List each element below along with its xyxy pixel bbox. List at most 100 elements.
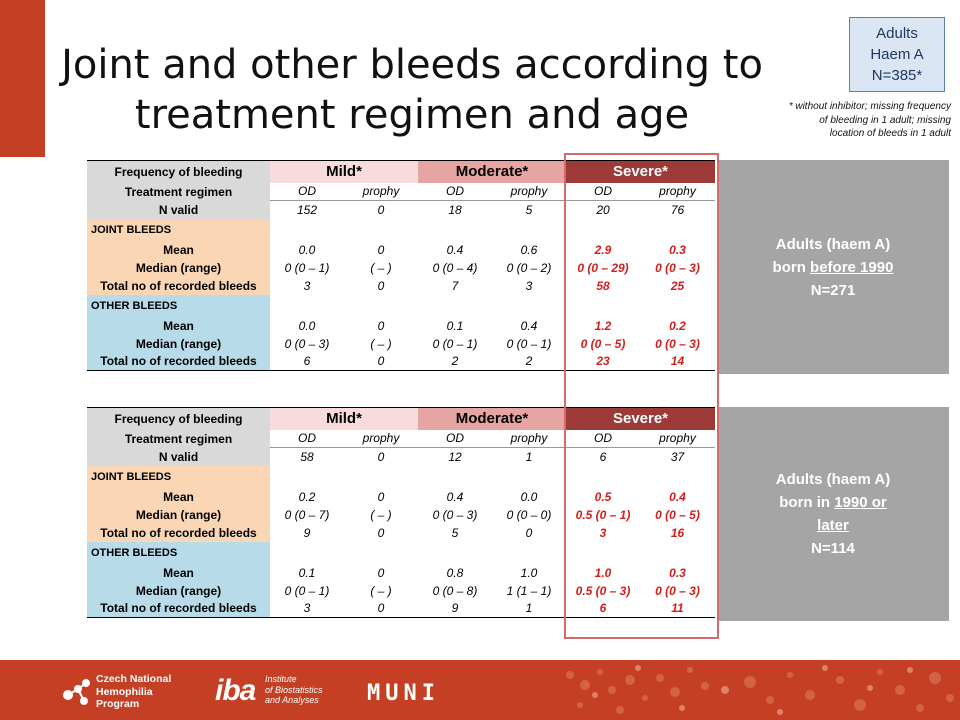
joint-total-value: 3 [525, 278, 533, 293]
nvalid-value: 76 [670, 202, 685, 217]
joint-total-value: 0 [377, 525, 385, 540]
regimen-label: Treatment regimen [87, 429, 270, 448]
frequency-label: Frequency of bleeding [87, 407, 270, 430]
other-median-value: 0 (0 – 1) [506, 336, 552, 351]
panel-line-3: N=271 [810, 281, 856, 299]
joint-median-value: 0 (0 – 5) [655, 507, 700, 522]
other-median-row: Median (range) 0 (0 – 3) ( – ) 0 (0 – 1)… [87, 334, 715, 353]
nvalid-value: 0 [377, 202, 385, 217]
regimen-prophy: prophy [344, 429, 418, 448]
muni-logo: MUNI [367, 681, 440, 706]
joint-total-value: 3 [303, 278, 311, 293]
joint-median-value: 0.5 (0 – 1) [575, 507, 631, 522]
footnote-line-3: location of bleeds in 1 adult [829, 128, 951, 139]
joint-mean-row: Mean 0.2 0 0.4 0.0 0.5 0.4 [87, 487, 715, 506]
moderate-header: Moderate* [418, 407, 566, 430]
regimen-prophy: prophy [640, 182, 715, 201]
joint-median-row: Median (range) 0 (0 – 1) ( – ) 0 (0 – 4)… [87, 258, 715, 277]
footnote-line-2: of bleeding in 1 adult; missing [819, 114, 951, 126]
regimen-od: OD [418, 182, 492, 201]
joint-median-value: 0 (0 – 29) [577, 260, 629, 275]
other-mean-value: 0.1 [446, 318, 464, 333]
other-total-value: 9 [418, 599, 492, 618]
other-total-value: 2 [492, 352, 566, 371]
other-mean-value: 0.3 [669, 565, 686, 580]
joint-median-value: 0 (0 – 2) [506, 260, 552, 275]
other-mean-value: 1.0 [520, 565, 538, 580]
dot-pattern-decoration [566, 665, 954, 715]
other-mean-value: 1.0 [594, 565, 612, 580]
other-total-value: 2 [418, 352, 492, 371]
joint-mean-value: 0.6 [520, 242, 538, 257]
severe-header: Severe* [566, 160, 715, 183]
other-mean-value: 0.0 [298, 318, 316, 333]
other-total-value: 0 [344, 599, 418, 618]
nvalid-value: 20 [596, 202, 610, 217]
regimen-prophy: prophy [492, 429, 566, 448]
total-label: Total no of recorded bleeds [87, 276, 270, 295]
badge-line-2: Haem A [870, 46, 924, 63]
joint-total-value: 0 [377, 278, 385, 293]
slide-title: Joint and other bleeds according to trea… [58, 40, 766, 140]
cohort-panel-before-1990: Adults (haem A) born before 1990 N=271 [717, 160, 949, 374]
joint-median-value: 0 (0 – 0) [506, 507, 552, 522]
joint-total-value: 16 [670, 525, 685, 540]
other-median-value: 0 (0 – 3) [655, 336, 700, 351]
joint-total-row: Total no of recorded bleeds 3 0 7 3 58 2… [87, 276, 715, 295]
regimen-prophy: prophy [492, 182, 566, 201]
other-mean-value: 0.4 [520, 318, 538, 333]
mean-label: Mean [87, 487, 270, 506]
other-median-value: 1 (1 – 1) [506, 583, 552, 598]
joint-mean-value: 0.5 [594, 489, 612, 504]
median-label: Median (range) [87, 334, 270, 353]
other-total-value: 11 [640, 599, 715, 618]
joint-total-value: 0 [525, 525, 533, 540]
total-label: Total no of recorded bleeds [87, 599, 270, 618]
nvalid-label: N valid [87, 200, 270, 219]
regimen-prophy: prophy [640, 429, 715, 448]
panel-line-3: later [817, 517, 849, 534]
panel-line-1: Adults (haem A) [775, 235, 891, 253]
mean-label: Mean [87, 316, 270, 335]
joint-mean-value: 0.4 [446, 489, 464, 504]
regimen-od: OD [270, 429, 344, 448]
other-bleeds-label: OTHER BLEEDS [87, 541, 270, 564]
regimen-label: Treatment regimen [87, 182, 270, 201]
joint-median-value: 0 (0 – 7) [284, 507, 330, 522]
other-median-value: 0 (0 – 1) [284, 583, 330, 598]
total-label: Total no of recorded bleeds [87, 352, 270, 371]
other-mean-value: 0 [377, 565, 385, 580]
nvalid-value: 1 [525, 449, 533, 464]
panel-line-4: N=114 [811, 540, 855, 557]
joint-mean-value: 0.0 [520, 489, 538, 504]
other-total-value: 6 [566, 599, 640, 618]
joint-total-value: 25 [670, 278, 685, 293]
other-median-value: ( – ) [370, 583, 392, 598]
badge-line-1: Adults [876, 25, 918, 42]
cohort-panel-1990-or-later: Adults (haem A) born in 1990 or later N=… [717, 407, 949, 621]
header-row-severity: Frequency of bleeding Mild* Moderate* Se… [87, 160, 715, 183]
title-line-2: treatment regimen and age [134, 92, 690, 138]
mild-header: Mild* [270, 407, 418, 430]
other-total-value: 3 [270, 599, 344, 618]
other-mean-value: 0.2 [669, 318, 686, 333]
median-label: Median (range) [87, 505, 270, 524]
joint-bleeds-label: JOINT BLEEDS [87, 218, 270, 241]
joint-total-value: 7 [451, 278, 459, 293]
cohort-badge: Adults Haem A N=385* [849, 17, 945, 92]
median-label: Median (range) [87, 581, 270, 600]
other-total-value: 14 [640, 352, 715, 371]
network-icon [63, 679, 90, 705]
other-mean-value: 1.2 [594, 318, 612, 333]
joint-mean-value: 2.9 [594, 242, 612, 257]
nvalid-value: 6 [599, 449, 607, 464]
regimen-prophy: prophy [344, 182, 418, 201]
other-median-value: 0 (0 – 1) [432, 336, 478, 351]
other-mean-value: 0.8 [446, 565, 464, 580]
nvalid-value: 58 [300, 449, 314, 464]
other-section-row: OTHER BLEEDS [87, 541, 715, 564]
other-median-row: Median (range) 0 (0 – 1) ( – ) 0 (0 – 8)… [87, 581, 715, 600]
footer-band [0, 660, 960, 720]
header-row-regimen: Treatment regimen OD prophy OD prophy OD… [87, 182, 715, 201]
